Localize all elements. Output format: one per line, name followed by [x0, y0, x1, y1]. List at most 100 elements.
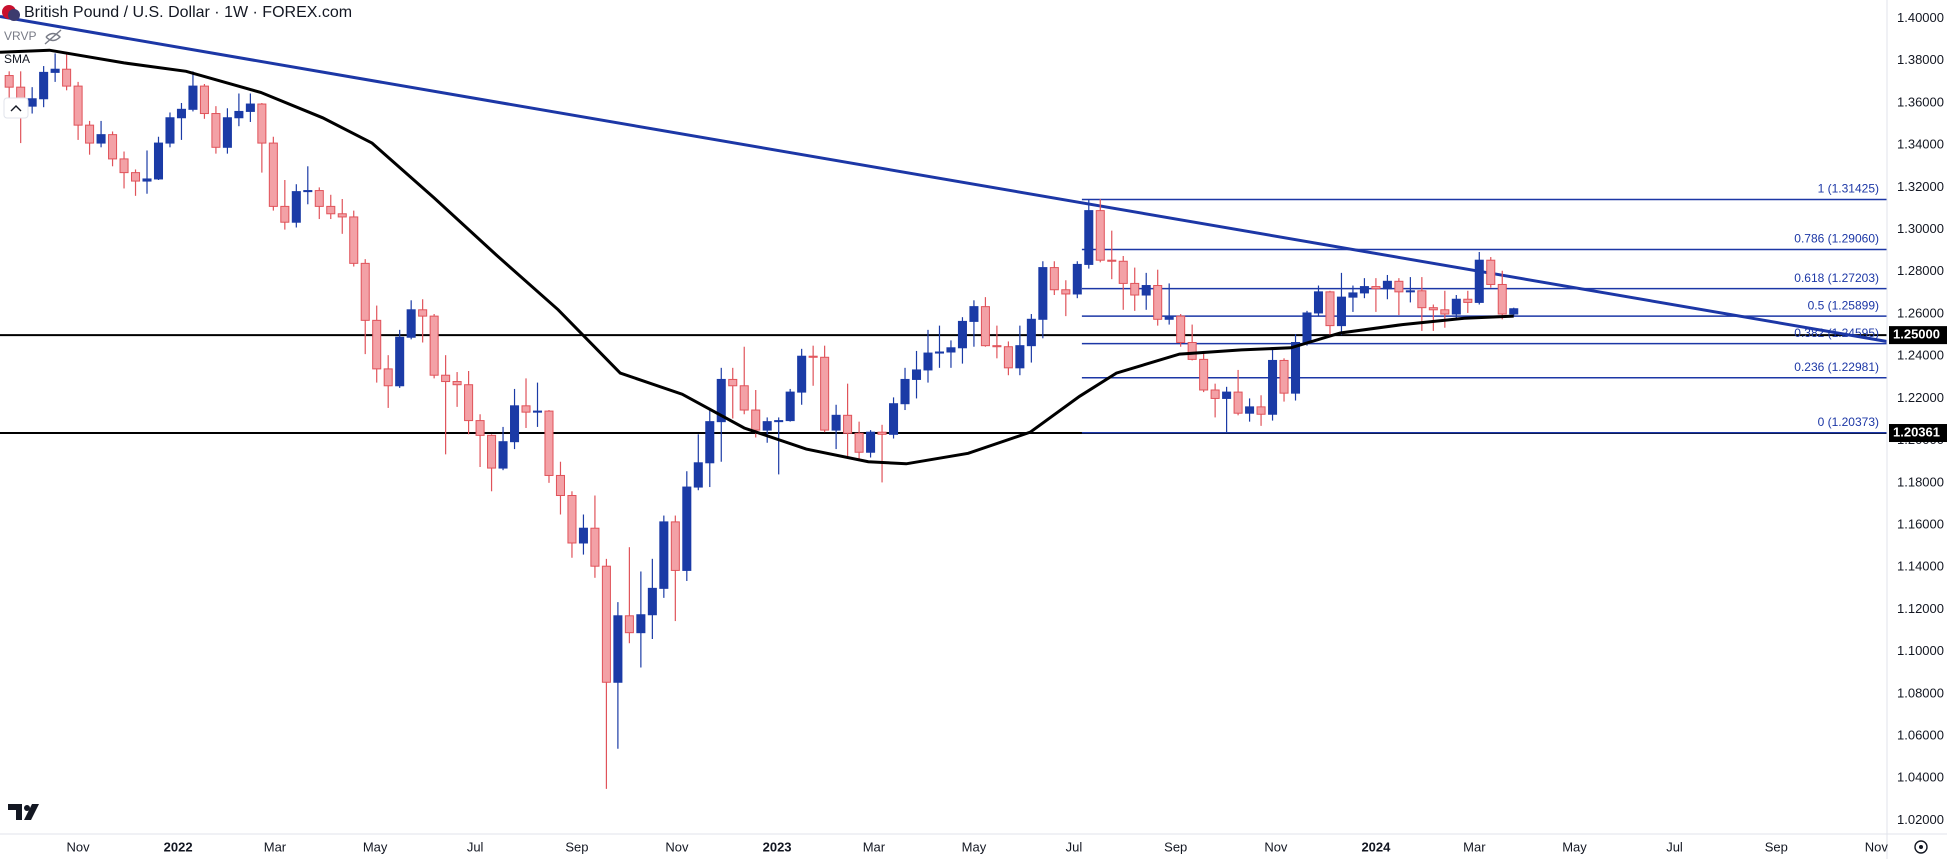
candle-body	[487, 434, 497, 469]
settings-icon[interactable]	[1914, 840, 1928, 854]
y-tick-label: 1.10000	[1897, 643, 1944, 658]
y-tick-label: 1.04000	[1897, 770, 1944, 785]
candle-body	[957, 320, 967, 349]
price-label-box	[1889, 424, 1947, 443]
fib-label: 0.786 (1.29060)	[1794, 232, 1879, 246]
x-tick-label: Nov	[665, 839, 689, 854]
candle-body	[590, 527, 600, 567]
candle-body	[946, 347, 956, 353]
candle-body	[1348, 292, 1358, 298]
candle-body	[1153, 285, 1163, 320]
candle-body	[383, 368, 393, 387]
candle-body	[268, 142, 278, 207]
candle-body	[4, 75, 14, 88]
candle-body	[1486, 259, 1496, 285]
candle-body	[544, 410, 554, 476]
candle-body	[613, 615, 623, 683]
candle-body	[452, 381, 462, 386]
candle-body	[360, 262, 370, 321]
settings-gear	[1919, 845, 1923, 849]
candle-body	[889, 403, 899, 435]
candle-body	[555, 474, 565, 497]
x-tick-label: Jul	[1066, 839, 1083, 854]
y-tick-label: 1.14000	[1897, 559, 1944, 574]
candle-body	[877, 431, 887, 435]
candle-body	[418, 309, 428, 317]
candle-body	[464, 384, 474, 422]
candle-body	[1474, 259, 1484, 303]
candle-body	[1440, 309, 1450, 315]
candle-body	[934, 351, 945, 354]
candle-body	[624, 615, 634, 634]
candle-body	[1279, 359, 1289, 394]
price-label: 1.25000	[1893, 327, 1940, 342]
axes: 1.02000 1.04000 1.06000 1.08000 1.10000 1.120…	[67, 10, 1947, 854]
y-tick-label: 1.34000	[1897, 137, 1944, 152]
candle-body	[1233, 391, 1243, 414]
candle-body	[1164, 315, 1174, 320]
y-tick-label: 1.08000	[1897, 685, 1944, 700]
candle-body	[1497, 283, 1507, 315]
fib-label: 0.5 (1.25899)	[1808, 298, 1879, 312]
logo	[8, 804, 39, 820]
candle-body	[291, 191, 301, 223]
candle-body	[176, 108, 186, 119]
price-label-box	[1889, 326, 1947, 345]
candle-body	[1509, 308, 1519, 315]
x-tick-label: Sep	[1765, 839, 1788, 854]
candle-body	[245, 103, 255, 112]
x-tick-label: Sep	[1164, 839, 1187, 854]
candle-body	[1026, 318, 1036, 347]
candle-body	[751, 409, 761, 431]
candle-body	[222, 117, 232, 148]
candle-body	[1359, 286, 1369, 294]
candle-body	[257, 103, 267, 144]
indicator-label[interactable]: VRVP	[4, 29, 36, 43]
x-tick-label: Sep	[565, 839, 588, 854]
candle-body	[900, 378, 910, 405]
trendline	[0, 15, 1888, 343]
candle-body	[1118, 260, 1128, 284]
settings-gear[interactable]	[1914, 840, 1928, 854]
candle-body	[1463, 298, 1473, 303]
candle-body	[1371, 286, 1381, 290]
candle-body	[165, 117, 175, 144]
x-tick-label: Jul	[467, 839, 484, 854]
collapse-button[interactable]	[3, 97, 29, 119]
x-tick-label: 2023	[763, 839, 792, 854]
chart-title: British Pound / U.S. Dollar · 1W · FOREX…	[24, 4, 352, 21]
candle-body	[1210, 389, 1220, 399]
symbol-flag	[8, 9, 20, 21]
candle-body	[1107, 259, 1117, 262]
y-tick-label: 1.40000	[1897, 10, 1944, 25]
candle-body	[199, 85, 209, 115]
candle-body	[1394, 280, 1404, 293]
x-tick-label: Mar	[264, 839, 287, 854]
tradingview-logo	[8, 804, 39, 820]
x-tick-label: Mar	[863, 839, 886, 854]
candle-body	[843, 414, 853, 434]
indicator-label[interactable]: SMA	[4, 52, 30, 66]
candle-body	[739, 385, 749, 411]
candle-body	[831, 414, 841, 431]
candle-body	[1003, 346, 1013, 369]
fib-label: 1 (1.31425)	[1818, 182, 1879, 196]
candle-body	[395, 336, 405, 387]
candle-body	[1302, 312, 1312, 344]
candle-body	[314, 190, 324, 207]
x-tick-label: Nov	[1865, 839, 1889, 854]
candle-body	[532, 410, 543, 413]
hide-icon[interactable]	[44, 29, 62, 45]
candle-body	[1405, 290, 1415, 293]
candle-body	[1141, 285, 1151, 296]
candle-body	[234, 110, 244, 119]
x-tick-label: May	[962, 839, 987, 854]
fib-label: 0 (1.20373)	[1818, 415, 1879, 429]
candle-body	[475, 420, 485, 436]
x-tick-label: May	[363, 839, 388, 854]
y-tick-label: 1.12000	[1897, 601, 1944, 616]
candle-body	[705, 421, 715, 464]
candle-body	[337, 213, 347, 218]
candle-body	[1245, 406, 1255, 414]
